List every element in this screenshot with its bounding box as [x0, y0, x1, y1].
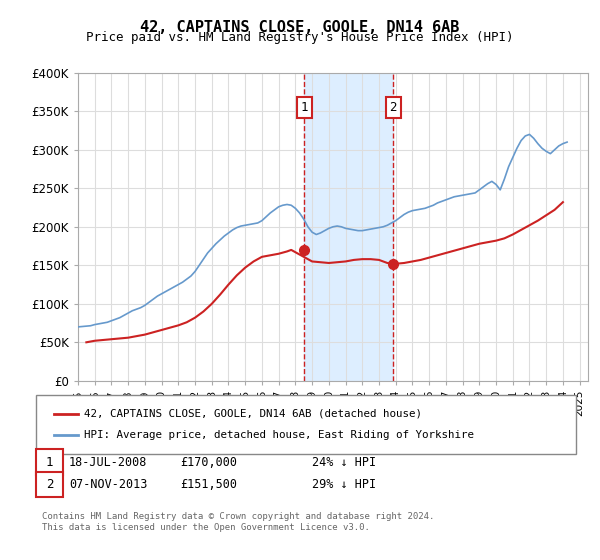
Text: £170,000: £170,000 [180, 455, 237, 469]
Text: Contains HM Land Registry data © Crown copyright and database right 2024.
This d: Contains HM Land Registry data © Crown c… [42, 512, 434, 532]
Bar [304, 73, 393, 381]
Text: 42, CAPTAINS CLOSE, GOOLE, DN14 6AB (detached house): 42, CAPTAINS CLOSE, GOOLE, DN14 6AB (det… [84, 409, 422, 419]
Text: Price paid vs. HM Land Registry's House Price Index (HPI): Price paid vs. HM Land Registry's House … [86, 31, 514, 44]
Text: 29% ↓ HPI: 29% ↓ HPI [312, 478, 376, 491]
Text: 42, CAPTAINS CLOSE, GOOLE, DN14 6AB: 42, CAPTAINS CLOSE, GOOLE, DN14 6AB [140, 20, 460, 35]
Text: £151,500: £151,500 [180, 478, 237, 491]
Text: 24% ↓ HPI: 24% ↓ HPI [312, 455, 376, 469]
Text: 2: 2 [46, 478, 53, 491]
Text: 1: 1 [301, 101, 308, 114]
Text: 1: 1 [46, 455, 53, 469]
Text: 07-NOV-2013: 07-NOV-2013 [69, 478, 148, 491]
Text: HPI: Average price, detached house, East Riding of Yorkshire: HPI: Average price, detached house, East… [84, 430, 474, 440]
Text: 18-JUL-2008: 18-JUL-2008 [69, 455, 148, 469]
Text: 2: 2 [389, 101, 397, 114]
